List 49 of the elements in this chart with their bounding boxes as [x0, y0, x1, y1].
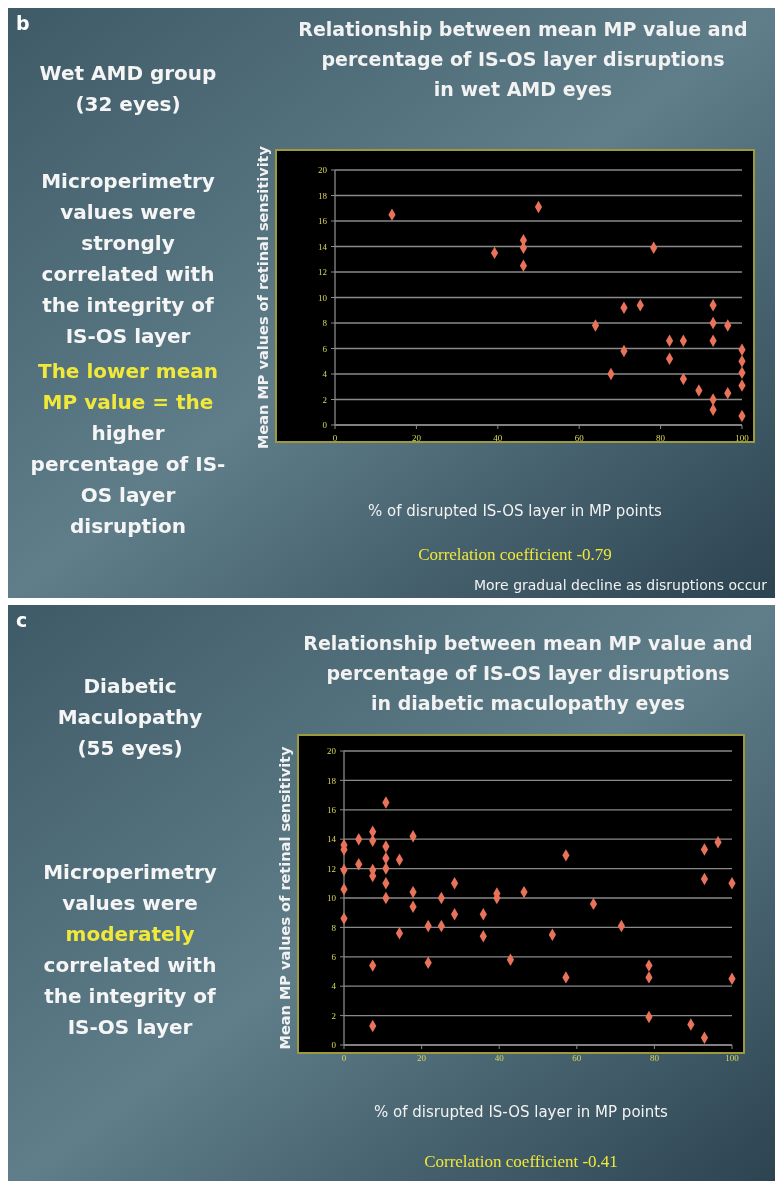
- y-tick-label: 20: [327, 746, 337, 757]
- x-axis-title: % of disrupted IS-OS layer in MP points: [368, 502, 663, 520]
- x-tick-label: 40: [493, 433, 503, 443]
- y-tick-label: 18: [318, 190, 328, 201]
- y-tick-label: 2: [322, 394, 327, 405]
- y-tick-label: 8: [331, 922, 337, 933]
- text: Correlation coefficient -0.41: [424, 1152, 618, 1171]
- y-tick-label: 10: [318, 292, 328, 303]
- text: Diabetic Maculopathy (55 eyes): [57, 674, 203, 760]
- chart-title: Relationship between mean MP value and percentage of IS-OS layer disruptions in diabetic maculopathy eyes: [303, 632, 753, 714]
- x-axis-title: % of disrupted IS-OS layer in MP points: [374, 1103, 669, 1121]
- y-tick-label: 12: [318, 267, 327, 278]
- text: Microperimetry values were moderately correlated with the integrity of IS-OS layer: [43, 860, 217, 1039]
- y-tick-label: 0: [331, 1040, 337, 1051]
- x-tick-label: 60: [572, 1053, 582, 1063]
- y-tick-label: 12: [327, 863, 336, 874]
- text: Correlation coefficient -0.79: [418, 545, 612, 564]
- x-tick-label: 20: [411, 433, 422, 443]
- text: The lower mean MP value = the higher percentage of IS- OS layer disruption: [30, 359, 226, 538]
- text: More gradual decline as disruptions occur: [473, 577, 768, 593]
- y-tick-label: 20: [318, 165, 328, 176]
- y-axis-title: Mean MP values of retinal sensitivity: [277, 745, 293, 1050]
- y-tick-label: 8: [322, 318, 328, 329]
- y-tick-label: 6: [331, 951, 337, 962]
- y-axis-title: Mean MP values of retinal sensitivity: [255, 145, 271, 449]
- y-tick-label: 16: [318, 216, 328, 227]
- y-tick-label: 4: [331, 981, 337, 992]
- x-tick-label: 100: [735, 433, 750, 443]
- text: b: [16, 12, 30, 34]
- y-tick-label: 14: [318, 241, 328, 252]
- y-tick-label: 4: [322, 369, 328, 380]
- x-tick-label: 0: [341, 1053, 347, 1063]
- y-tick-label: 18: [327, 775, 337, 786]
- text: c: [16, 609, 28, 631]
- x-tick-label: 20: [417, 1053, 427, 1063]
- x-tick-label: 60: [574, 433, 585, 443]
- x-tick-label: 80: [656, 433, 666, 443]
- y-tick-label: 6: [322, 343, 328, 354]
- text: Wet AMD group (32 eyes): [39, 61, 217, 116]
- text: Microperimetry values were strongly correlated with the integrity of IS-OS layer: [41, 169, 215, 348]
- x-tick-label: 40: [494, 1053, 505, 1063]
- y-tick-label: 14: [327, 834, 337, 845]
- y-tick-label: 16: [327, 804, 337, 815]
- y-tick-label: 0: [322, 420, 328, 431]
- x-tick-label: 100: [725, 1053, 740, 1063]
- y-tick-label: 2: [331, 1010, 336, 1021]
- chart-title: Relationship between mean MP value and percentage of IS-OS layer disruptions in wet AMD eyes: [298, 18, 748, 100]
- y-tick-label: 10: [327, 893, 337, 904]
- x-tick-label: 80: [649, 1053, 660, 1063]
